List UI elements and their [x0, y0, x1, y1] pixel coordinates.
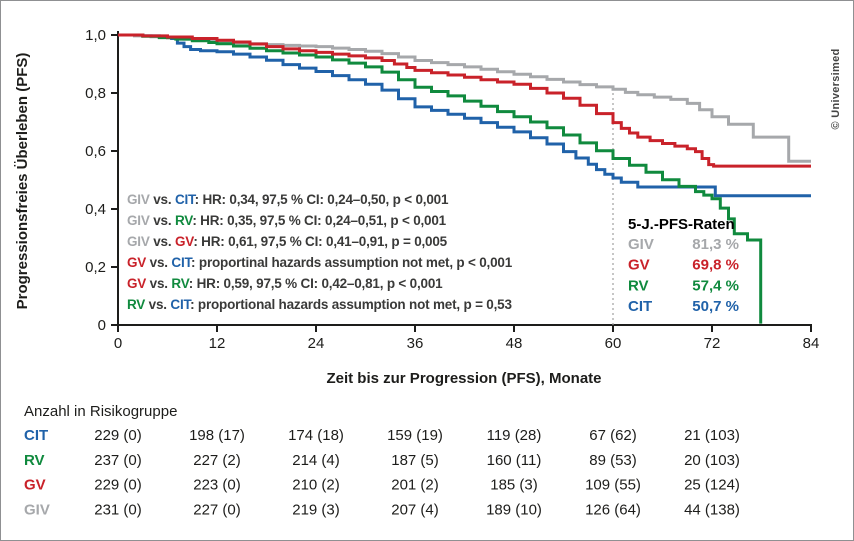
- risk-row-label-cit: CIT: [24, 427, 48, 444]
- legend-rate-gv: 69,8 %: [692, 257, 739, 274]
- x-tick-label: 24: [308, 335, 325, 352]
- risk-value: 214 (4): [292, 452, 340, 469]
- risk-value: 21 (103): [684, 427, 740, 444]
- risk-value: 207 (4): [391, 501, 439, 518]
- x-tick-label: 60: [605, 335, 622, 352]
- stats-line-part: : HR: 0,59, 97,5 % CI: 0,42–0,81, p < 0,…: [189, 276, 443, 291]
- risk-value: 44 (138): [684, 501, 740, 518]
- y-tick-label: 0,8: [85, 85, 106, 102]
- stats-line-part: GV: [127, 255, 146, 270]
- risk-value: 210 (2): [292, 477, 340, 494]
- risk-value: 189 (10): [486, 501, 542, 518]
- risk-value: 231 (0): [94, 501, 142, 518]
- chart-generated-layer: 1,0 0,8 0,6 0,4 0,2 00 12 24 36 48 60 72 84 GIV vs. C…: [24, 27, 819, 518]
- stats-line-part: vs.: [146, 276, 171, 291]
- stats-line-part: GIV: [127, 213, 150, 228]
- y-tick-label: 0: [98, 317, 106, 334]
- x-tick-label: 72: [704, 335, 721, 352]
- legend-rate-cit: 50,7 %: [692, 298, 739, 315]
- y-tick-label: 0,4: [85, 201, 106, 218]
- stats-line-part: GV: [175, 234, 194, 249]
- stats-line-part: vs.: [145, 297, 170, 312]
- risk-value: 198 (17): [189, 427, 245, 444]
- y-tick-label: 0,2: [85, 259, 106, 276]
- risk-value: 119 (28): [487, 427, 542, 444]
- legend-group-gv: GV: [628, 257, 650, 274]
- x-tick-label: 84: [803, 335, 820, 352]
- y-axis-title: Progressionsfreies Überleben (PFS): [14, 53, 31, 310]
- risk-value: 89 (53): [589, 452, 637, 469]
- legend-group-rv: RV: [628, 277, 649, 294]
- stats-line-part: vs.: [150, 192, 175, 207]
- x-tick-label: 48: [506, 335, 523, 352]
- risk-value: 160 (11): [487, 452, 542, 469]
- risk-value: 174 (18): [288, 427, 344, 444]
- legend-group-giv: GIV: [628, 236, 654, 253]
- risk-value: 229 (0): [94, 427, 142, 444]
- y-tick-label: 0,6: [85, 143, 106, 160]
- risk-value: 109 (55): [585, 477, 641, 494]
- stats-line-part: vs.: [150, 234, 175, 249]
- stats-line-part: : proportinal hazards assumption not met…: [191, 255, 513, 270]
- risk-value: 185 (3): [490, 477, 538, 494]
- x-tick-label: 12: [209, 335, 226, 352]
- risk-value: 223 (0): [193, 477, 241, 494]
- risk-value: 159 (19): [387, 427, 443, 444]
- legend-group-cit: CIT: [628, 298, 652, 315]
- stats-line-part: : HR: 0,34, 97,5 % CI: 0,24–0,50, p < 0,…: [195, 192, 449, 207]
- rates-legend-title: 5-J.-PFS-Raten: [628, 216, 735, 233]
- cit-survival-curve: [118, 33, 811, 198]
- gv-survival-curve: [118, 33, 811, 168]
- risk-table-title: Anzahl in Risikogruppe: [24, 403, 177, 420]
- stats-line-part: RV: [171, 276, 189, 291]
- stats-line-part: GIV: [127, 192, 150, 207]
- risk-value: 227 (0): [193, 501, 241, 518]
- stats-line-part: CIT: [171, 255, 193, 270]
- x-axis-title: Zeit bis zur Progression (PFS), Monate: [326, 370, 601, 387]
- x-tick-label: 0: [114, 335, 122, 352]
- risk-row-label-giv: GIV: [24, 501, 50, 518]
- risk-row-label-rv: RV: [24, 452, 45, 469]
- stats-line-part: GV: [127, 276, 146, 291]
- stats-line: GV vs. RV: HR: 0,59, 97,5 % CI: 0,42–0,8…: [127, 276, 443, 291]
- rv-survival-curve: [118, 33, 763, 324]
- risk-value: 201 (2): [391, 477, 439, 494]
- stats-line: GIV vs. GV: HR: 0,61, 97,5 % CI: 0,41–0,…: [127, 234, 448, 249]
- risk-row-label-gv: GV: [24, 477, 46, 494]
- x-tick-label: 36: [407, 335, 424, 352]
- stats-line-part: vs.: [146, 255, 171, 270]
- legend-rate-giv: 81,3 %: [692, 236, 739, 253]
- stats-line-part: vs.: [150, 213, 175, 228]
- stats-line: RV vs. CIT: proportional hazards assumpt…: [127, 297, 512, 312]
- stats-line: GIV vs. RV: HR: 0,35, 97,5 % CI: 0,24–0,…: [127, 213, 447, 228]
- risk-value: 187 (5): [391, 452, 439, 469]
- stats-line-part: RV: [127, 297, 145, 312]
- stats-line: GIV vs. CIT: HR: 0,34, 97,5 % CI: 0,24–0…: [127, 192, 449, 207]
- stats-line-part: CIT: [175, 192, 197, 207]
- stats-line-part: : HR: 0,35, 97,5 % CI: 0,24–0,51, p < 0,…: [192, 213, 446, 228]
- copyright-text: © Universimed: [830, 48, 842, 129]
- risk-value: 237 (0): [94, 452, 142, 469]
- risk-value: 25 (124): [684, 477, 740, 494]
- legend-rate-rv: 57,4 %: [692, 277, 739, 294]
- stats-line-part: CIT: [170, 297, 192, 312]
- stats-line-part: RV: [175, 213, 193, 228]
- risk-value: 126 (64): [585, 501, 641, 518]
- risk-value: 20 (103): [684, 452, 740, 469]
- stats-line-part: GIV: [127, 234, 150, 249]
- risk-value: 219 (3): [292, 501, 340, 518]
- y-tick-label: 1,0: [85, 27, 106, 44]
- stats-line-part: : proportional hazards assumption not me…: [190, 297, 512, 312]
- stats-line: GV vs. CIT: proportinal hazards assumpti…: [127, 255, 513, 270]
- risk-value: 229 (0): [94, 477, 142, 494]
- stats-line-part: : HR: 0,61, 97,5 % CI: 0,41–0,91, p = 0,…: [193, 234, 447, 249]
- risk-value: 67 (62): [589, 427, 637, 444]
- risk-value: 227 (2): [193, 452, 241, 469]
